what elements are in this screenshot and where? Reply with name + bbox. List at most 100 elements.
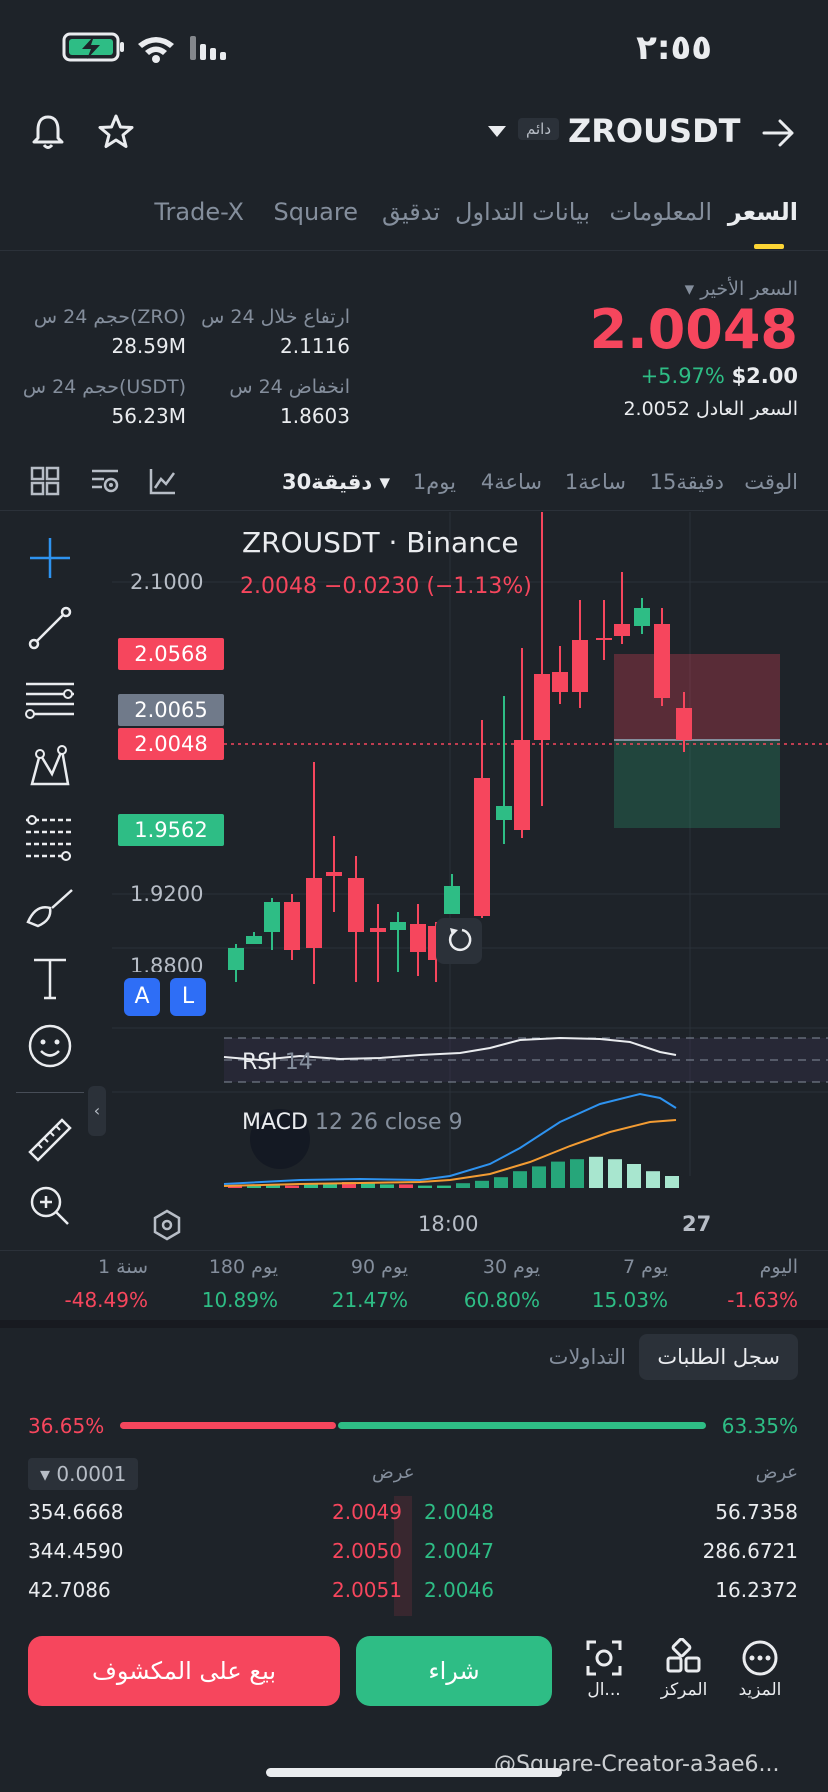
candle <box>614 624 630 636</box>
bid-price[interactable]: 2.0048 <box>424 1500 494 1524</box>
tab-square[interactable]: Square <box>273 198 359 226</box>
sell-short-button[interactable]: بيع على المكشوف <box>28 1636 340 1706</box>
macd-bar <box>342 1182 356 1188</box>
tf-1h[interactable]: 1ساعة <box>564 470 626 494</box>
bid-qty: 286.6721 <box>702 1539 798 1563</box>
period-value: -1.63% <box>727 1288 798 1312</box>
ask-qty: 354.6668 <box>28 1500 124 1524</box>
candle <box>552 672 568 692</box>
tab-trade-x[interactable]: Trade-X <box>154 198 244 226</box>
ask-price[interactable]: 2.0049 <box>332 1500 402 1524</box>
hexagon-settings-icon[interactable] <box>150 1208 184 1242</box>
tab-info[interactable]: المعلومات <box>609 198 712 226</box>
more-icon[interactable] <box>740 1638 780 1678</box>
tf-15m[interactable]: 15دقيقة <box>649 470 724 494</box>
macd-bar <box>494 1177 508 1188</box>
precision-select[interactable]: ▾ 0.0001 <box>28 1458 139 1490</box>
bid-price[interactable]: 2.0047 <box>424 1539 494 1563</box>
depth-bar <box>394 1496 412 1616</box>
tradingview-logo <box>250 1109 310 1169</box>
position-center-icon[interactable] <box>664 1638 704 1678</box>
candle <box>348 878 364 932</box>
more-label: المزيد <box>738 1680 782 1700</box>
caret-down-icon: ▾ <box>379 470 390 494</box>
chevron-down-icon[interactable] <box>488 124 506 138</box>
chart-settings-icon[interactable] <box>90 466 120 496</box>
macd-bar <box>608 1159 622 1188</box>
macd-bar <box>361 1183 375 1188</box>
tf-time[interactable]: الوقت <box>744 470 798 494</box>
divider <box>0 1250 828 1251</box>
tab-trades[interactable]: التداولات <box>548 1345 626 1369</box>
tab-price[interactable]: السعر <box>727 198 798 226</box>
price-tag-tp: 1.9562 <box>118 814 224 846</box>
tf-30m-selected[interactable]: 30دقيقة ▾ <box>281 470 390 494</box>
grid-layout-icon[interactable] <box>30 466 60 496</box>
symbol-title[interactable]: ZROUSDT <box>568 112 741 150</box>
macd-bar <box>475 1180 489 1188</box>
candle <box>676 708 692 740</box>
candle <box>474 778 490 916</box>
fair-price-row: السعر العادل 2.0052 <box>623 398 798 420</box>
buy-ratio-bar <box>338 1422 706 1429</box>
ruler-icon[interactable] <box>22 1112 78 1168</box>
tf-4h[interactable]: 4ساعة <box>480 470 542 494</box>
caret-down-icon: ▾ <box>684 278 695 300</box>
caret-down-icon: ▾ <box>40 1462 51 1486</box>
price-tag-mark: 2.0065 <box>118 694 224 726</box>
divider <box>0 250 828 251</box>
crosshair-icon[interactable] <box>22 530 78 586</box>
period-label: 7 يوم <box>622 1256 668 1278</box>
bid-column-header: عرض <box>755 1462 798 1483</box>
pattern-icon[interactable] <box>22 740 78 796</box>
badge-a[interactable]: A <box>124 978 160 1016</box>
bell-icon[interactable] <box>28 112 68 152</box>
macd-bar <box>513 1171 527 1188</box>
trend-line-icon[interactable] <box>22 600 78 656</box>
zoom-in-icon[interactable] <box>22 1178 78 1234</box>
home-indicator[interactable] <box>266 1768 562 1777</box>
candle <box>246 936 262 944</box>
fib-icon[interactable] <box>22 808 78 864</box>
sell-ratio-bar <box>120 1422 336 1429</box>
macd-histogram <box>228 1156 679 1188</box>
ask-price[interactable]: 2.0050 <box>332 1539 402 1563</box>
candlestick-chart[interactable] <box>0 512 828 1242</box>
period-label: 1 سنة <box>98 1256 148 1278</box>
period-value: 21.47% <box>331 1288 408 1312</box>
indicator-chart-icon[interactable] <box>148 466 178 496</box>
stop-loss-zone <box>614 654 780 740</box>
tab-audit[interactable]: تدقيق <box>381 198 440 226</box>
arrow-right-icon[interactable] <box>762 118 796 148</box>
buy-button[interactable]: شراء <box>356 1636 552 1706</box>
section-gap <box>0 1320 828 1328</box>
tab-trading-data[interactable]: بيانات التداول <box>455 198 590 226</box>
collapse-toolbar-handle[interactable]: ‹ <box>88 1086 106 1136</box>
high-24h-value: 2.1116 <box>280 334 350 358</box>
position-center-label: المركز <box>660 1680 708 1700</box>
last-price-label[interactable]: السعر الأخير ▾ <box>684 278 798 300</box>
text-icon[interactable] <box>22 950 78 1006</box>
drawing-toolbar <box>0 512 100 1247</box>
high-24h-label: ارتفاع خلال 24 س <box>201 306 350 328</box>
bid-price[interactable]: 2.0046 <box>424 1578 494 1602</box>
scan-icon[interactable] <box>584 1638 624 1678</box>
tf-1d[interactable]: 1يوم <box>412 470 456 494</box>
bid-qty: 16.2372 <box>715 1578 798 1602</box>
candle <box>306 878 322 948</box>
badge-l[interactable]: L <box>170 978 206 1016</box>
ask-price[interactable]: 2.0051 <box>332 1578 402 1602</box>
tab-orderbook[interactable]: سجل الطلبات <box>639 1334 798 1380</box>
star-icon[interactable] <box>96 112 136 152</box>
macd-bar <box>418 1185 432 1188</box>
macd-bar <box>380 1184 394 1188</box>
candle <box>534 674 550 740</box>
candle <box>410 924 426 952</box>
emoji-icon[interactable] <box>22 1018 78 1074</box>
vol-usdt-label: حجم 24 س(USDT) <box>22 376 186 398</box>
horizontal-lines-icon[interactable] <box>22 670 78 726</box>
battery-icon <box>62 32 124 62</box>
candle <box>370 928 386 932</box>
brush-icon[interactable] <box>22 880 78 936</box>
candle <box>444 886 460 914</box>
